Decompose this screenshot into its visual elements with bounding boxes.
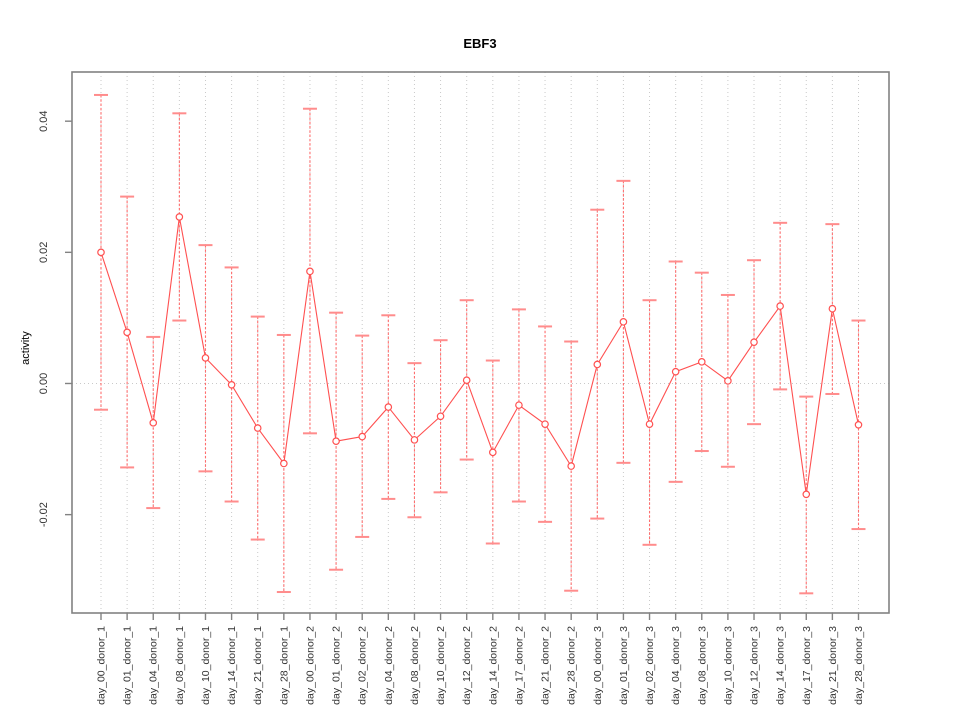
data-point (854, 420, 863, 429)
x-tick-label: day_14_donor_1 (226, 626, 238, 705)
y-tick-label: 0.00 (38, 373, 50, 394)
x-tick-label: day_01_donor_1 (122, 626, 134, 705)
data-point (384, 403, 393, 411)
data-point (332, 437, 340, 445)
data-point (567, 462, 575, 470)
x-tick-label: day_14_donor_2 (487, 626, 499, 705)
x-tick-label: day_04_donor_1 (148, 626, 160, 705)
data-point (436, 412, 445, 421)
x-tick-label: day_28_donor_2 (566, 626, 578, 705)
data-point (802, 490, 811, 499)
data-point (175, 213, 184, 221)
data-point (462, 376, 471, 385)
data-point (253, 424, 262, 432)
data-point (227, 380, 236, 389)
data-point (515, 401, 523, 409)
x-tick-label: day_04_donor_3 (670, 626, 682, 705)
data-point (776, 302, 784, 310)
x-tick-label: day_00_donor_3 (592, 626, 604, 705)
data-point (306, 267, 314, 276)
x-tick-label: day_21_donor_1 (252, 626, 264, 705)
x-tick-label: day_00_donor_1 (96, 626, 108, 705)
data-point (149, 419, 158, 427)
x-tick-label: day_10_donor_3 (722, 626, 734, 705)
x-tick-label: day_04_donor_2 (383, 626, 395, 705)
data-point (593, 360, 602, 369)
series-line (100, 216, 860, 495)
data-point (410, 436, 419, 444)
x-tick-label: day_02_donor_3 (644, 626, 656, 705)
data-point (358, 432, 367, 441)
x-tick-label: day_00_donor_2 (304, 626, 316, 705)
x-tick-label: day_08_donor_2 (409, 626, 421, 705)
x-tick-label: day_02_donor_2 (357, 626, 369, 705)
x-tick-label: day_14_donor_3 (775, 626, 787, 705)
x-tick-label: day_08_donor_3 (696, 626, 708, 705)
data-point (828, 304, 837, 313)
x-tick-label: day_17_donor_2 (513, 626, 525, 705)
y-tick-label: -0.02 (38, 502, 50, 527)
x-tick-label: day_21_donor_2 (540, 626, 552, 705)
data-point (97, 248, 105, 257)
x-tick-label: day_01_donor_3 (618, 626, 630, 705)
data-point (724, 377, 732, 385)
x-tick-label: day_28_donor_1 (278, 626, 290, 705)
y-tick-label: 0.04 (38, 110, 50, 131)
chart-title: EBF3 (463, 36, 497, 51)
y-tick-label: 0.02 (38, 242, 50, 263)
x-tick-label: day_12_donor_2 (461, 626, 473, 705)
x-tick-label: day_21_donor_3 (827, 626, 839, 705)
x-tick-label: day_10_donor_1 (200, 626, 212, 705)
data-point (280, 459, 288, 468)
x-tick-label: day_08_donor_1 (174, 626, 186, 705)
x-tick-label: day_10_donor_2 (435, 626, 447, 705)
data-point (697, 358, 706, 366)
x-tick-label: day_17_donor_3 (801, 626, 813, 705)
data-point (750, 338, 758, 346)
x-tick-label: day_01_donor_2 (331, 626, 343, 705)
data-point (619, 318, 628, 326)
x-tick-label: day_28_donor_3 (853, 626, 865, 705)
data-point (201, 354, 210, 362)
plot-border (71, 71, 890, 614)
data-point (645, 420, 654, 428)
data-point (489, 448, 497, 457)
data-point (541, 420, 549, 428)
x-tick-label: day_12_donor_3 (749, 626, 761, 705)
data-point (123, 328, 131, 337)
data-point (671, 367, 680, 376)
